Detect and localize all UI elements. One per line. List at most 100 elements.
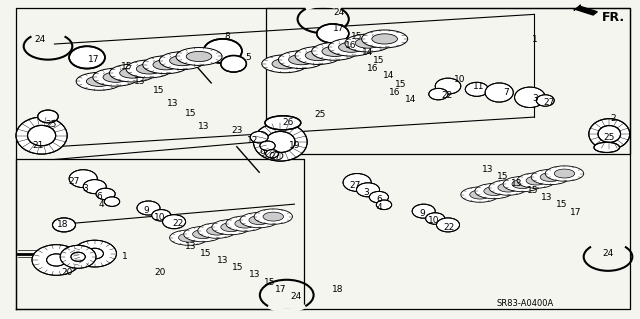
Text: 13: 13 — [541, 193, 553, 202]
Text: 13: 13 — [217, 256, 228, 265]
Text: 13: 13 — [249, 271, 260, 279]
Text: 2: 2 — [611, 114, 616, 122]
Ellipse shape — [503, 176, 541, 192]
Ellipse shape — [536, 95, 554, 106]
Ellipse shape — [517, 173, 556, 188]
Text: 10: 10 — [428, 216, 440, 225]
Text: 20: 20 — [154, 268, 166, 277]
Text: 16: 16 — [345, 41, 356, 50]
Ellipse shape — [343, 174, 371, 191]
Ellipse shape — [136, 64, 162, 74]
Ellipse shape — [212, 219, 250, 235]
Text: 3: 3 — [532, 94, 538, 103]
Text: 15: 15 — [395, 80, 406, 89]
Ellipse shape — [254, 209, 292, 224]
Ellipse shape — [265, 116, 301, 130]
Text: 6: 6 — [97, 192, 102, 201]
Text: 24: 24 — [290, 292, 301, 300]
Text: 15: 15 — [527, 186, 538, 195]
Ellipse shape — [317, 24, 349, 43]
Ellipse shape — [272, 59, 298, 69]
Text: 1: 1 — [532, 35, 537, 44]
Ellipse shape — [305, 50, 331, 61]
Ellipse shape — [531, 169, 570, 185]
Text: 24: 24 — [333, 8, 345, 17]
Text: 13: 13 — [482, 165, 493, 174]
Ellipse shape — [369, 191, 388, 203]
Text: 24: 24 — [602, 249, 614, 258]
Text: 17: 17 — [570, 208, 582, 217]
Ellipse shape — [512, 180, 532, 189]
Text: 13: 13 — [198, 122, 209, 130]
Text: 11: 11 — [473, 82, 484, 91]
Text: 4: 4 — [376, 203, 381, 212]
Ellipse shape — [322, 46, 348, 56]
Ellipse shape — [235, 219, 255, 228]
Text: 14: 14 — [383, 71, 395, 80]
Ellipse shape — [179, 233, 199, 242]
Text: 15: 15 — [497, 172, 508, 181]
Ellipse shape — [250, 131, 268, 143]
FancyArrow shape — [574, 5, 597, 15]
Text: SR83-A0400A: SR83-A0400A — [496, 299, 554, 308]
Text: 3: 3 — [83, 184, 88, 193]
Text: 16: 16 — [388, 88, 400, 97]
Text: 9: 9 — [420, 209, 425, 218]
Text: 15: 15 — [153, 86, 164, 95]
Text: 12: 12 — [247, 136, 259, 145]
Ellipse shape — [226, 216, 264, 231]
Text: 15: 15 — [264, 278, 276, 287]
Text: 25: 25 — [604, 133, 615, 142]
Text: 22: 22 — [444, 223, 455, 232]
Text: 20: 20 — [61, 268, 73, 277]
Ellipse shape — [240, 212, 278, 228]
Text: 15: 15 — [556, 200, 568, 209]
Ellipse shape — [52, 218, 76, 232]
Text: 6: 6 — [376, 195, 381, 204]
Ellipse shape — [465, 82, 488, 96]
Ellipse shape — [475, 183, 513, 199]
Ellipse shape — [83, 180, 106, 194]
Ellipse shape — [489, 180, 527, 195]
Text: 16: 16 — [367, 64, 378, 73]
Ellipse shape — [204, 39, 242, 63]
Ellipse shape — [170, 230, 208, 245]
Ellipse shape — [186, 51, 212, 62]
Ellipse shape — [103, 72, 129, 82]
Text: 1: 1 — [122, 252, 127, 261]
Text: 18: 18 — [57, 220, 68, 229]
Ellipse shape — [60, 245, 96, 268]
Ellipse shape — [461, 187, 499, 202]
Ellipse shape — [120, 68, 145, 78]
Ellipse shape — [263, 212, 284, 221]
Text: 17: 17 — [333, 24, 345, 33]
Ellipse shape — [69, 46, 105, 69]
Text: 13: 13 — [167, 99, 179, 108]
Text: 17: 17 — [275, 285, 286, 294]
Ellipse shape — [356, 183, 380, 197]
Text: 15: 15 — [351, 32, 363, 41]
Text: 15: 15 — [200, 249, 212, 258]
Ellipse shape — [38, 110, 58, 123]
Ellipse shape — [176, 48, 222, 65]
Ellipse shape — [207, 226, 227, 235]
Text: 3: 3 — [364, 188, 369, 197]
Ellipse shape — [76, 72, 122, 90]
Text: 13: 13 — [185, 242, 196, 251]
Text: 8: 8 — [225, 32, 230, 41]
Ellipse shape — [355, 38, 381, 48]
Text: 19: 19 — [289, 141, 300, 150]
Text: 22: 22 — [441, 91, 452, 100]
Text: 26: 26 — [282, 118, 294, 127]
Ellipse shape — [376, 200, 392, 210]
Text: 25: 25 — [45, 120, 57, 129]
Text: 15: 15 — [185, 109, 196, 118]
Text: 27: 27 — [349, 181, 361, 189]
Ellipse shape — [69, 170, 97, 188]
Ellipse shape — [426, 213, 445, 224]
Ellipse shape — [345, 34, 391, 52]
Ellipse shape — [96, 188, 115, 200]
Ellipse shape — [221, 56, 246, 72]
Text: 15: 15 — [121, 63, 132, 71]
Ellipse shape — [470, 190, 490, 199]
